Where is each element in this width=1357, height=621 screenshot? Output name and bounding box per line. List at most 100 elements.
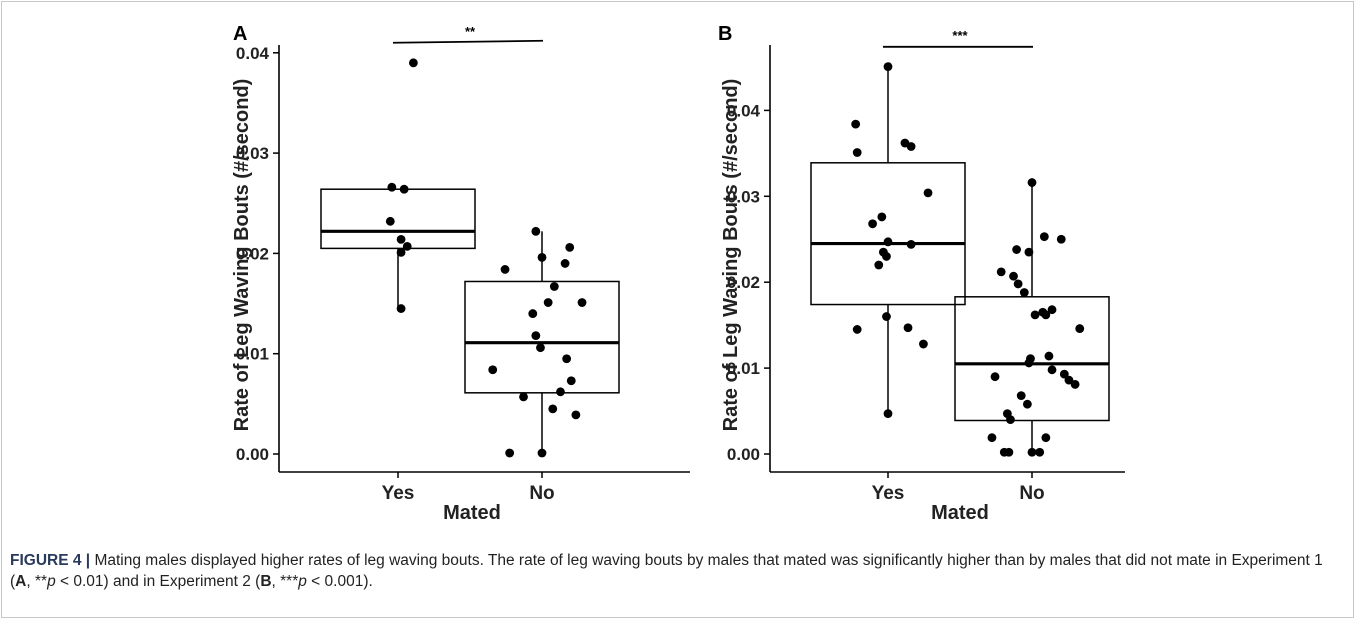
panel-b-data-point [868,219,877,229]
panel-b-y-axis-title: Rate of Leg Waving Bouts (#/second) [720,79,742,432]
panel-b-data-point [1024,358,1034,368]
panel-a-y-tick-label: 0.00 [236,445,269,464]
panel-b-data-point [1012,245,1021,254]
panel-b-data-point [882,252,891,261]
panel-b-x-tick-label: Yes [872,483,905,504]
caption-text-3: < 0.01) and in Experiment 2 ( [55,573,261,590]
panel-b-significance-label: *** [952,28,968,43]
panel-a-data-point [531,226,541,236]
caption-text-4: , *** [271,573,299,590]
panel-b-data-point [1044,351,1054,361]
panel-b-data-point [1016,391,1026,400]
panel-a-data-point [528,309,538,318]
panel-a-data-point [562,354,572,364]
panel-a-y-tick-label: 0.03 [236,144,269,163]
panel-b-data-point [1027,178,1037,187]
panel-a-box [464,280,620,394]
panel-a-data-point [409,58,418,68]
panel-a-y-axis-title: Rate of Leg Waving Bouts (#/second) [231,79,253,432]
panel-b-data-point [1022,399,1032,409]
panel-b-data-point [919,339,928,349]
panel-a-x-tick-label: No [529,483,554,504]
panel-b-x-axis-title: Mated [931,502,989,524]
panel-a-y-tick-label: 0.01 [236,345,269,364]
panel-b-data-point [1070,380,1080,389]
panel-b-data-point [877,212,887,222]
panel-b-data-point [1047,305,1057,315]
panel-a-data-point [571,410,581,420]
panel-b-label: B [718,23,732,45]
caption-p-2: p [298,573,307,590]
panel-b-data-point [996,267,1006,277]
figure-number: FIGURE 4 | [10,552,91,569]
panel-b-data-point [1064,375,1074,385]
panel-a-data-point [560,259,570,268]
panel-b-data-point [906,240,916,249]
panel-a-data-point [531,331,541,341]
panel-b-data-point [1027,447,1037,457]
panel-b-box [810,162,966,306]
panel-a-data-point [577,298,587,307]
panel-a-data-point [500,265,510,274]
panel-a-y-tick-label: 0.04 [236,44,270,63]
panel-a-data-point [566,376,576,386]
panel-b-data-point [903,323,913,333]
panel-a-data-point [396,234,406,244]
panel-b-data-point [1041,433,1051,443]
panel-b-data-point [1056,234,1066,244]
panel-a-y-tick-label: 0.02 [236,244,269,263]
panel-a-data-point [543,298,553,307]
panel-b-data-point [987,433,997,443]
panel-b-data-point [1024,247,1034,257]
panel-b-y-tick-label: 0.02 [727,273,760,292]
panel-a-label: A [233,23,247,45]
caption-p-1: p [47,573,56,590]
panel-a-data-point [519,392,528,402]
panel-a-data-point [387,182,397,192]
panel-b-y-tick-label: 0.03 [727,187,760,206]
panel-b-data-point [852,325,862,334]
panel-a-data-point [537,253,547,262]
panel-a-data-point [548,404,558,414]
figure-caption: FIGURE 4 | Mating males displayed higher… [10,550,1345,592]
panel-a-data-point [565,242,575,252]
panel-b-box [954,296,1110,422]
panel-b-data-point [1035,447,1045,457]
panel-b-x-tick-label: No [1019,483,1044,504]
panel-b-data-point [1019,288,1029,297]
panel-b-data-point [852,148,862,157]
panel-b-data-point [883,409,893,419]
panel-b-data-point [1030,310,1040,320]
panel-b-data-point [883,62,893,71]
panel-a-data-point [399,184,409,194]
caption-text-1: Mating males displayed higher rates of l… [10,552,1323,590]
panel-a-significance-bar [392,39,544,44]
panel-b-data-point [882,312,891,321]
panel-b-y-tick-label: 0.01 [727,359,760,378]
panel-a-box [320,188,476,250]
panel-a-data-point [402,241,412,251]
panel-a-data-point [505,448,515,458]
panel-a-x-axis-title: Mated [443,502,501,524]
panel-b-y-tick-label: 0.04 [727,101,761,120]
panel-a-significance-label: ** [465,24,476,39]
panel-b-data-point [883,237,893,247]
panel-b-data-point [906,142,916,151]
caption-panel-a: A [15,573,27,590]
panel-b-data-point [1041,310,1051,320]
panel-a-data-point [396,247,406,257]
caption-text-5: < 0.001). [306,573,373,590]
panel-b-data-point [923,188,933,198]
panel-b-data-point [1059,369,1069,379]
panel-b-data-point [1009,271,1018,281]
panel-b-y-tick-label: 0.00 [727,445,760,464]
panel-a-x-tick-label: Yes [382,483,415,504]
panel-a-data-point [556,387,565,397]
panel-a-data-point [396,304,406,313]
panel-a-data-point [549,282,559,291]
panel-b-data-point [1013,279,1023,289]
panel-b-data-point [874,260,884,270]
panel-b-data-point [990,372,1000,382]
